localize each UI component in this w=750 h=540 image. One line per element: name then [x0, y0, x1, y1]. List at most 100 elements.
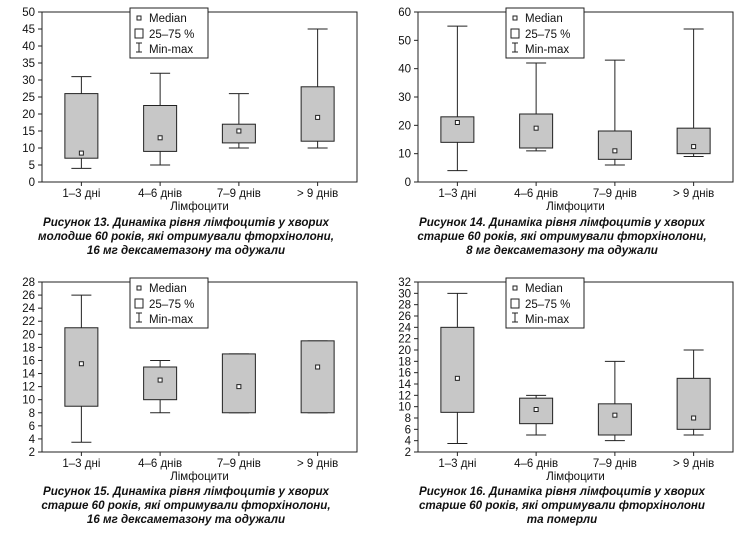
median-marker	[315, 364, 321, 370]
x-axis-title: Лімфоцити	[170, 201, 229, 213]
chart-panel-4: 2 4 6 8 10 12 14 16 18 20 22 24 26 28 30 32 1–3 дні 4–6 д…	[376, 270, 748, 540]
x-category-label: 7–9 днів	[217, 188, 261, 200]
figure-caption-4: Рисунок 16. Динаміка рівня лімфоцитів у …	[376, 485, 748, 527]
median-marker	[78, 361, 84, 367]
median-marker	[315, 114, 321, 120]
y-tick-label: 50	[22, 7, 35, 19]
x-category-label: 1–3 дні	[62, 458, 100, 470]
legend-whisker-label: Min-max	[525, 44, 569, 56]
y-tick-label: 5	[29, 160, 35, 172]
legend-box-swatch	[510, 298, 520, 309]
y-tick-label: 8	[405, 413, 411, 425]
y-tick-label: 28	[22, 277, 35, 289]
iqr-box	[676, 377, 711, 430]
iqr-box	[300, 86, 335, 142]
y-tick-label: 10	[398, 402, 411, 414]
y-tick-label: 15	[22, 126, 35, 138]
y-tick-label: 25	[22, 92, 35, 104]
y-tick-label: 40	[398, 64, 411, 76]
y-tick-label: 10	[398, 149, 411, 161]
x-category-label: 4–6 днів	[514, 458, 558, 470]
iqr-box	[64, 327, 99, 407]
iqr-box	[64, 93, 99, 159]
y-tick-label: 22	[398, 334, 411, 346]
x-category-label: 7–9 днів	[593, 188, 637, 200]
legend-box-swatch	[510, 28, 520, 39]
iqr-box	[519, 113, 554, 149]
y-tick-label: 20	[398, 345, 411, 357]
x-axis-title: Лімфоцити	[546, 471, 605, 483]
caption-line: старше 60 років, які отримували фторхіно…	[418, 499, 706, 512]
y-tick-label: 8	[29, 408, 35, 420]
y-tick-label: 24	[398, 322, 411, 334]
iqr-box	[440, 326, 475, 413]
caption-line: Рисунок 13. Динаміка рівня лімфоцитів у …	[42, 216, 330, 229]
box-plot-1: 0 5 10 15 20 25 30 35 40 45 50 1–3 дні 4–6 днів 7–9 д…	[22, 7, 358, 213]
y-tick-label: 26	[398, 311, 411, 323]
legend-box-swatch	[134, 298, 144, 309]
legend-median-label: Median	[525, 13, 563, 25]
y-tick-label: 40	[22, 41, 35, 53]
y-tick-label: 2	[29, 447, 35, 459]
legend-whisker-label: Min-max	[149, 44, 193, 56]
y-tick-label: 12	[22, 382, 35, 394]
iqr-box	[597, 130, 632, 160]
y-tick-label: 18	[22, 342, 35, 354]
median-marker	[236, 384, 242, 390]
y-tick-label: 20	[398, 120, 411, 132]
x-category-label: > 9 днів	[297, 188, 338, 200]
box-plot-2: 0 10 20 30 40 50 60 1–3 дні 4–6 днів 7–9 днів > 9 …	[398, 7, 734, 213]
legend-median-swatch	[512, 15, 518, 21]
y-tick-label: 30	[22, 75, 35, 87]
legend-median-swatch	[136, 15, 142, 21]
figure-caption-3: Рисунок 15. Динаміка рівня лімфоцитів у …	[0, 485, 372, 527]
y-tick-label: 0	[29, 177, 35, 189]
y-tick-label: 30	[398, 92, 411, 104]
caption-line: Рисунок 16. Динаміка рівня лімфоцитів у …	[418, 485, 706, 498]
y-tick-label: 50	[398, 35, 411, 47]
iqr-box	[597, 403, 632, 436]
x-category-label: 4–6 днів	[514, 188, 558, 200]
y-tick-label: 6	[29, 421, 35, 433]
median-marker	[157, 135, 163, 141]
x-category-label: 7–9 днів	[593, 458, 637, 470]
y-tick-label: 24	[22, 303, 35, 315]
y-tick-label: 16	[398, 368, 411, 380]
y-tick-label: 30	[398, 288, 411, 300]
x-category-label: 1–3 дні	[438, 458, 476, 470]
legend-median-swatch	[512, 285, 518, 291]
x-category-label: 4–6 днів	[138, 188, 182, 200]
legend-whisker-label: Min-max	[149, 314, 193, 326]
legend-box-label: 25–75 %	[525, 29, 570, 41]
y-tick-label: 28	[398, 300, 411, 312]
y-tick-label: 0	[405, 177, 411, 189]
y-tick-label: 16	[22, 355, 35, 367]
x-category-label: 4–6 днів	[138, 458, 182, 470]
iqr-box	[221, 123, 256, 144]
chart-panel-2: 0 10 20 30 40 50 60 1–3 дні 4–6 днів 7–9 днів > 9 …	[376, 0, 748, 270]
caption-line: та померли	[526, 513, 598, 526]
chart-panel-1: 0 5 10 15 20 25 30 35 40 45 50 1–3 дні 4–6 днів 7–9 д…	[0, 0, 372, 270]
legend-whisker-label: Min-max	[525, 314, 569, 326]
iqr-box	[221, 353, 256, 414]
legend-box-swatch	[134, 28, 144, 39]
median-marker	[157, 377, 163, 383]
median-marker	[78, 150, 84, 156]
y-tick-label: 32	[398, 277, 411, 289]
y-tick-label: 18	[398, 356, 411, 368]
caption-line: 8 мг дексаметазону та одужали	[466, 244, 658, 257]
median-marker	[454, 120, 460, 125]
y-tick-label: 20	[22, 109, 35, 121]
x-axis-title: Лімфоцити	[170, 471, 229, 483]
y-tick-label: 4	[405, 436, 412, 448]
median-marker	[236, 128, 242, 134]
x-axis-title: Лімфоцити	[546, 201, 605, 213]
x-category-label: 1–3 дні	[438, 188, 476, 200]
legend-median-label: Median	[149, 283, 187, 295]
y-tick-label: 14	[22, 369, 35, 381]
legend-box-label: 25–75 %	[149, 29, 194, 41]
caption-line: Рисунок 14. Динаміка рівня лімфоцитів у …	[418, 216, 706, 229]
caption-line: молодше 60 років, які отримували фторхін…	[38, 230, 334, 243]
median-marker	[533, 125, 539, 131]
